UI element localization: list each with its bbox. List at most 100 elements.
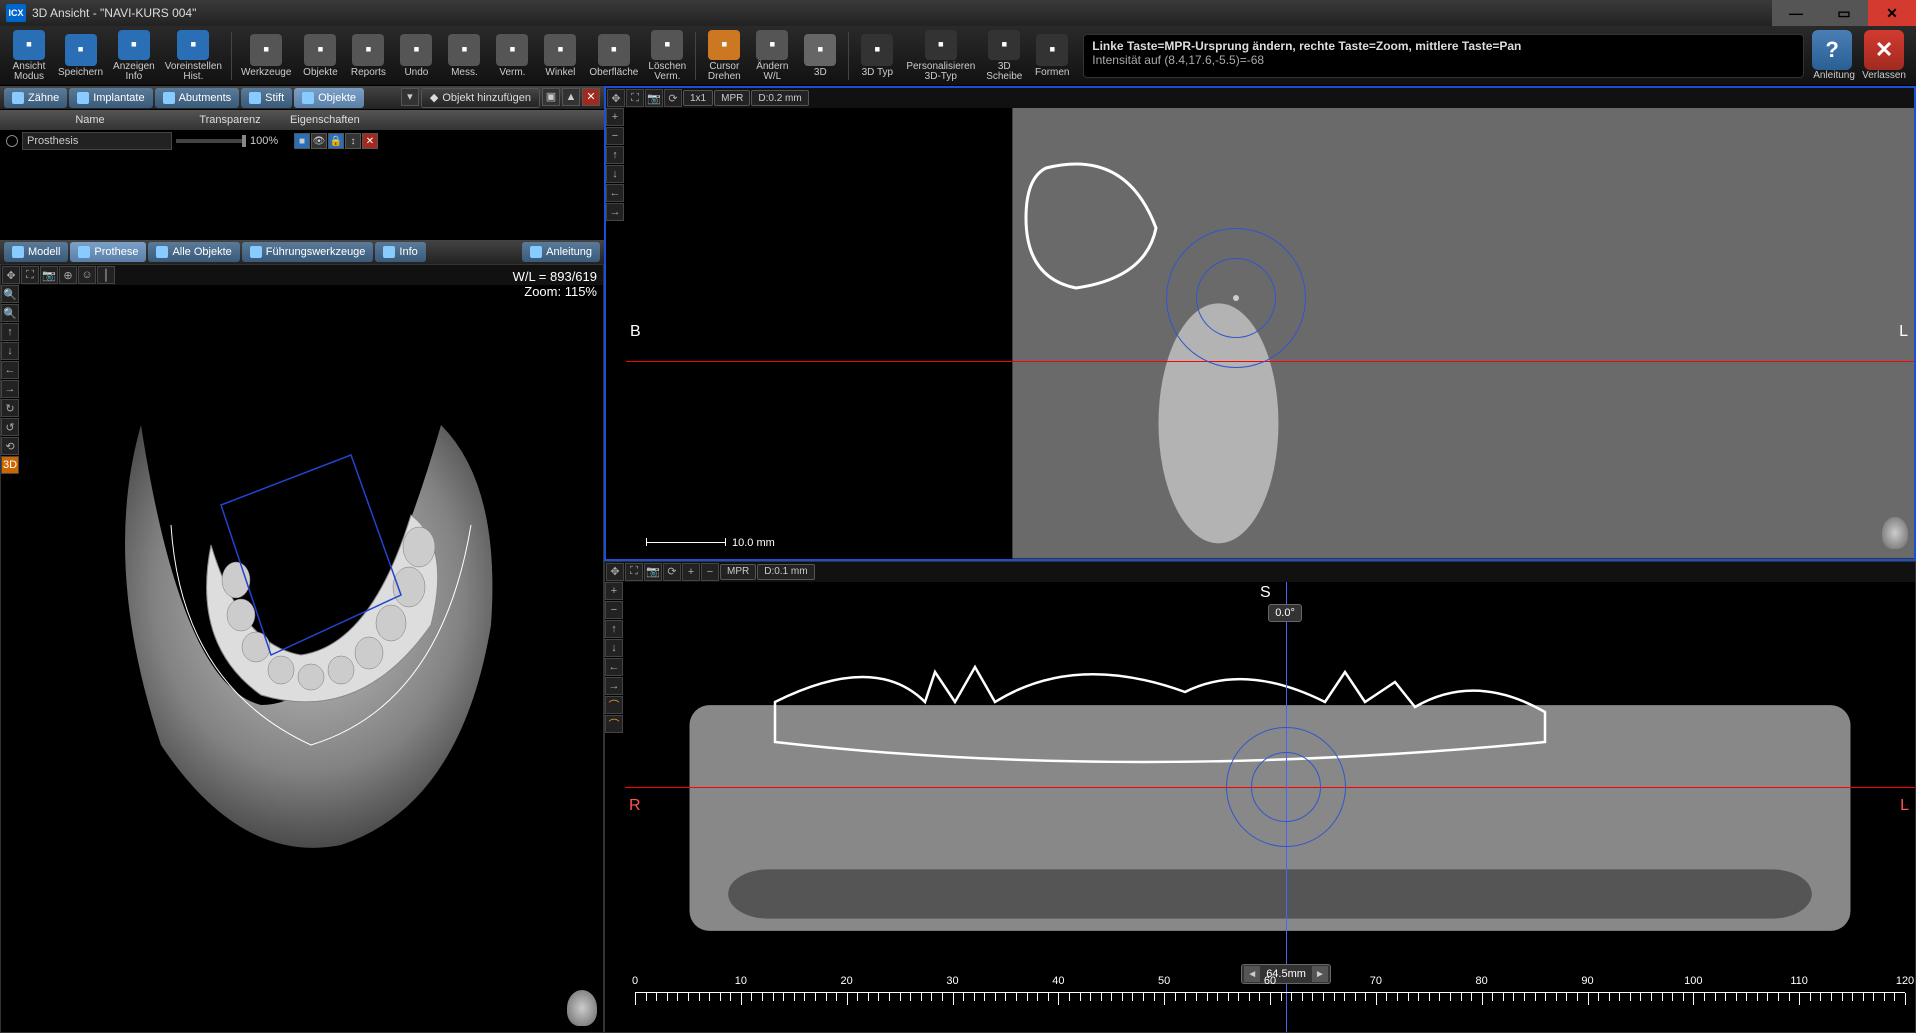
- toolbar-undo[interactable]: ▪Undo: [393, 28, 439, 84]
- refresh-icon[interactable]: ⟳: [664, 89, 682, 107]
- fullscreen-icon[interactable]: ⛶: [625, 563, 643, 581]
- arrow-down-icon[interactable]: ↓: [1, 342, 19, 360]
- help-button[interactable]: ?: [1812, 30, 1852, 70]
- maximize-button[interactable]: ▭: [1820, 0, 1868, 26]
- zoom-in-icon[interactable]: +: [606, 108, 624, 126]
- toolbar-voreinstellen[interactable]: ▪Voreinstellen Hist.: [161, 28, 226, 84]
- add-object-button[interactable]: ◆Objekt hinzufügen: [421, 88, 540, 108]
- toolbar-reports[interactable]: ▪Reports: [345, 28, 391, 84]
- arrow-down-icon[interactable]: ↓: [606, 165, 624, 183]
- tab-info[interactable]: Info: [375, 242, 425, 262]
- 3d-mode-icon[interactable]: 3D: [1, 456, 19, 474]
- tab-stift[interactable]: Stift: [241, 88, 292, 108]
- toolbar-werkzeuge[interactable]: ▪Werkzeuge: [237, 28, 295, 84]
- transparency-slider[interactable]: [176, 139, 246, 143]
- layout-badge[interactable]: 1x1: [683, 90, 713, 106]
- arrow-up-icon[interactable]: ↑: [605, 620, 623, 638]
- fullscreen-icon[interactable]: ⛶: [21, 266, 39, 284]
- object-name-input[interactable]: [22, 132, 172, 150]
- toolbar-anzeigen[interactable]: ▪Anzeigen Info: [109, 28, 159, 84]
- tab-objekte[interactable]: Objekte: [294, 88, 364, 108]
- prop-delete-button[interactable]: ✕: [362, 133, 378, 149]
- arrow-left-icon[interactable]: ←: [606, 184, 624, 202]
- zoom-in-icon[interactable]: +: [605, 582, 623, 600]
- zoom-out-icon[interactable]: −: [605, 601, 623, 619]
- object-row[interactable]: 100% ■ 👁 🔒 ↕ ✕: [0, 130, 604, 152]
- arrow-right-icon[interactable]: →: [606, 203, 624, 221]
- zoom-out-icon[interactable]: 🔍: [1, 304, 19, 322]
- arrow-up-icon[interactable]: ↑: [1, 323, 19, 341]
- toolbar-3d[interactable]: ▪3D: [797, 28, 843, 84]
- tab-implantate[interactable]: Implantate: [69, 88, 152, 108]
- close-button[interactable]: ✕: [1868, 0, 1916, 26]
- anleitung-tab[interactable]: Anleitung: [522, 242, 600, 262]
- object-radio[interactable]: [6, 135, 18, 147]
- arch2-icon[interactable]: ⌒: [605, 715, 623, 733]
- view-3d[interactable]: ✥ ⛶ 📷 ⊕ ☺ ⎮ 🔍 🔍 ↑ ↓ ← → ↻ ↺ ⟲ 3D W/L = 8…: [0, 264, 604, 1033]
- arch-icon[interactable]: ⌒: [605, 696, 623, 714]
- toolbar-cursor[interactable]: ▪Cursor Drehen: [701, 28, 747, 84]
- prev-slice-icon[interactable]: ◄: [1244, 966, 1260, 982]
- prop-toggle-button[interactable]: ■: [294, 133, 310, 149]
- toolbar-3d[interactable]: ▪3D Scheibe: [981, 28, 1027, 84]
- tab-modell[interactable]: Modell: [4, 242, 68, 262]
- arrow-right-icon[interactable]: →: [605, 677, 623, 695]
- move-tool-icon[interactable]: ✥: [607, 89, 625, 107]
- implant-icon[interactable]: ⎮: [97, 266, 115, 284]
- slice-navigator[interactable]: ◄ 64.5mm ►: [1241, 964, 1331, 984]
- mpr-view-top[interactable]: ✥ ⛶ 📷 ⟳ 1x1 MPR D:0.2 mm + − ↑ ↓ ← →: [604, 86, 1916, 561]
- dropdown-button[interactable]: ▾: [401, 88, 419, 106]
- rotate-ccw-icon[interactable]: ↺: [1, 418, 19, 436]
- arrow-left-icon[interactable]: ←: [1, 361, 19, 379]
- tab-abutments[interactable]: Abutments: [155, 88, 240, 108]
- plus-icon[interactable]: +: [682, 563, 700, 581]
- tab-alle objekte[interactable]: Alle Objekte: [148, 242, 239, 262]
- tab-zähne[interactable]: Zähne: [4, 88, 67, 108]
- close-panel-button[interactable]: ✕: [582, 88, 600, 106]
- prop-adjust-button[interactable]: ↕: [345, 133, 361, 149]
- toolbar-winkel[interactable]: ▪Winkel: [537, 28, 583, 84]
- toolbar-speichern[interactable]: ▪Speichern: [54, 28, 107, 84]
- mode-badge[interactable]: MPR: [714, 90, 750, 106]
- zoom-out-icon[interactable]: −: [606, 127, 624, 145]
- mpr-view-bottom[interactable]: ✥ ⛶ 📷 ⟳ + − MPR D:0.1 mm + − ↑ ↓ ← → ⌒ ⌒…: [604, 561, 1916, 1033]
- toolbar-löschen[interactable]: ▪Löschen Verm.: [644, 28, 690, 84]
- toolbar-3d typ[interactable]: ▪3D Typ: [854, 28, 900, 84]
- toolbar-oberfläche[interactable]: ▪Oberfläche: [585, 28, 642, 84]
- arrow-left-icon[interactable]: ←: [605, 658, 623, 676]
- arrow-up-icon[interactable]: ↑: [606, 146, 624, 164]
- mode-badge[interactable]: MPR: [720, 564, 756, 580]
- toolbar-verm.[interactable]: ▪Verm.: [489, 28, 535, 84]
- refresh-icon[interactable]: ⟳: [663, 563, 681, 581]
- minus-icon[interactable]: −: [701, 563, 719, 581]
- toolbar-objekte[interactable]: ▪Objekte: [297, 28, 343, 84]
- slice-thickness-badge[interactable]: D:0.1 mm: [757, 564, 814, 580]
- next-slice-icon[interactable]: ►: [1312, 966, 1328, 982]
- camera-icon[interactable]: 📷: [645, 89, 663, 107]
- rotate-cw-icon[interactable]: ↻: [1, 399, 19, 417]
- minimize-button[interactable]: —: [1772, 0, 1820, 26]
- move-tool-icon[interactable]: ✥: [2, 266, 20, 284]
- prop-visibility-button[interactable]: 👁: [311, 133, 327, 149]
- reset-icon[interactable]: ⟲: [1, 437, 19, 455]
- toolbar-formen[interactable]: ▪Formen: [1029, 28, 1075, 84]
- up-button[interactable]: ▲: [562, 88, 580, 106]
- toolbar-ändern[interactable]: ▪Ändern W/L: [749, 28, 795, 84]
- crosshair-icon[interactable]: ⊕: [59, 266, 77, 284]
- slice-thickness-badge[interactable]: D:0.2 mm: [751, 90, 808, 106]
- toolbar-ansicht[interactable]: ▪Ansicht Modus: [6, 28, 52, 84]
- toolbar-mess.[interactable]: ▪Mess.: [441, 28, 487, 84]
- toolbar-personalisieren[interactable]: ▪Personalisieren 3D-Typ: [902, 28, 979, 84]
- exit-button[interactable]: ✕: [1864, 30, 1904, 70]
- move-tool-icon[interactable]: ✥: [606, 563, 624, 581]
- camera-icon[interactable]: 📷: [644, 563, 662, 581]
- collapse-button[interactable]: ▣: [542, 88, 560, 106]
- tab-führungswerkzeuge[interactable]: Führungswerkzeuge: [242, 242, 374, 262]
- zoom-in-icon[interactable]: 🔍: [1, 285, 19, 303]
- tab-prothese[interactable]: Prothese: [70, 242, 146, 262]
- fullscreen-icon[interactable]: ⛶: [626, 89, 644, 107]
- arrow-down-icon[interactable]: ↓: [605, 639, 623, 657]
- rotation-degree[interactable]: 0.0°: [1268, 604, 1302, 622]
- head-icon[interactable]: ☺: [78, 266, 96, 284]
- arrow-right-icon[interactable]: →: [1, 380, 19, 398]
